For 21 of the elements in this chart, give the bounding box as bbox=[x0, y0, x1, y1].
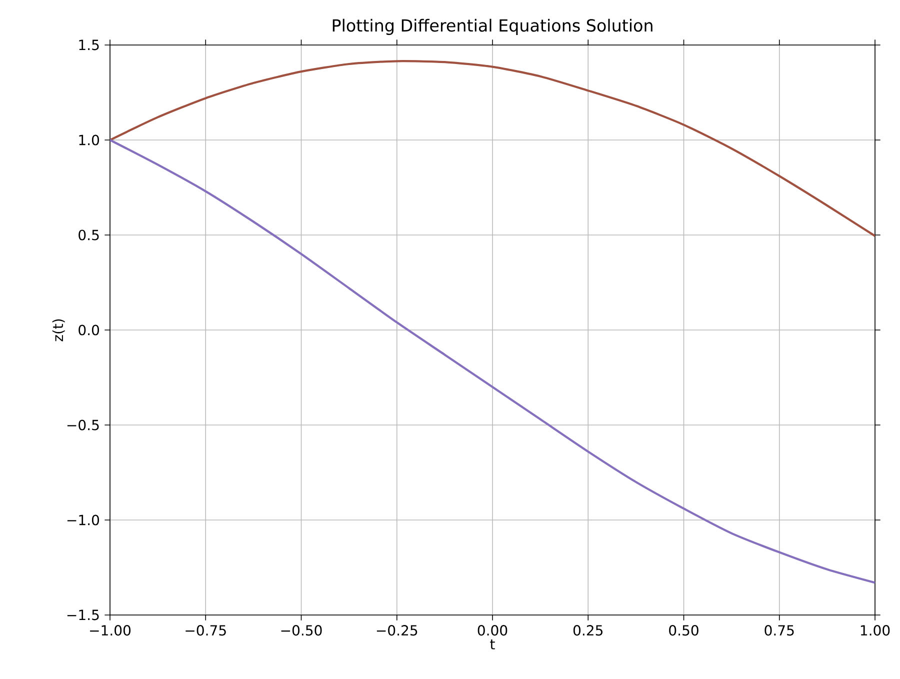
y-tick-label: 1.0 bbox=[79, 134, 100, 146]
line-series bbox=[110, 138, 876, 584]
x-tick-label: 0.00 bbox=[478, 625, 508, 636]
y-tick-label: −0.5 bbox=[67, 420, 99, 430]
x-tick-label: −0.25 bbox=[376, 625, 418, 636]
x-tick-label: −1.00 bbox=[90, 625, 131, 636]
y-tick-label: 1.5 bbox=[79, 40, 99, 50]
y-tick-label: 0.0 bbox=[78, 324, 100, 336]
y-tick-label: −1.5 bbox=[67, 610, 99, 620]
line-series bbox=[110, 60, 876, 238]
y-tick-label: 0.5 bbox=[78, 230, 99, 240]
x-tick-label: −0.50 bbox=[281, 625, 322, 636]
y-tick-label: −1.0 bbox=[67, 514, 100, 526]
chart-title: Plotting Differential Equations Solution bbox=[332, 18, 652, 35]
x-tick-label: 0.25 bbox=[573, 625, 602, 636]
x-tick-label: 1.00 bbox=[860, 625, 890, 636]
x-tick-label: 0.50 bbox=[669, 625, 698, 636]
y-axis-title: z(t) bbox=[52, 319, 65, 342]
x-tick-label: 0.75 bbox=[764, 625, 794, 636]
x-tick-label: −0.75 bbox=[186, 625, 226, 636]
x-axis-title: t bbox=[490, 639, 495, 650]
